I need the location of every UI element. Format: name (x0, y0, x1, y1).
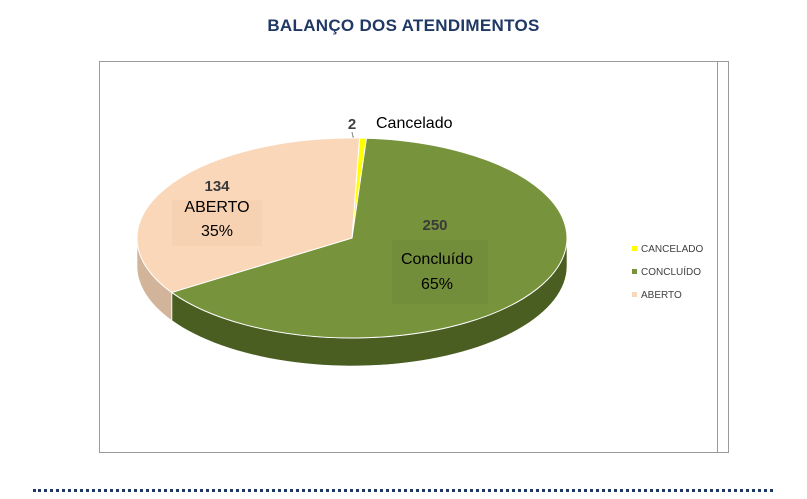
label-box-concluido (392, 240, 488, 304)
data-label-name-aberto: ABERTO (184, 199, 249, 216)
legend-label-cancelado: CANCELADO (641, 244, 703, 255)
label-box-aberto (172, 200, 262, 246)
dotted-divider (33, 489, 773, 492)
legend-swatch-concluído (632, 269, 637, 274)
legend-swatch-aberto (632, 292, 637, 297)
data-label-value-aberto: 134 (204, 178, 230, 195)
frame-divider (717, 62, 718, 452)
leader-line-cancelado (351, 131, 354, 138)
data-label-percent-aberto: 35% (201, 223, 233, 240)
legend-label-aberto: ABERTO (641, 290, 682, 301)
data-label-value-concluido: 250 (422, 217, 447, 234)
data-label-percent-concluido: 65% (421, 276, 453, 293)
data-label-value-cancelado: 2 (348, 116, 356, 133)
data-label-name-concluido: Concluído (401, 251, 473, 268)
pie-chart: 2 Cancelado 250 Concluído 65% 134 ABERTO 35% CAN… (136, 115, 703, 367)
legend-label-concluído: CONCLUÍDO (641, 265, 701, 278)
legend-swatch-cancelado (632, 246, 637, 251)
data-label-name-cancelado: Cancelado (376, 115, 453, 132)
page-title: BALANÇO DOS ATENDIMENTOS (267, 16, 540, 35)
chart-frame: 2 Cancelado 250 Concluído 65% 134 ABERTO 35% CAN… (99, 61, 729, 453)
